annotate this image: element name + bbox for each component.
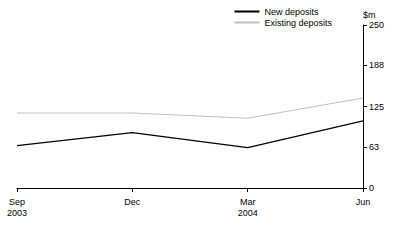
svg-text:0: 0 bbox=[369, 183, 374, 193]
svg-text:2004: 2004 bbox=[238, 208, 258, 218]
svg-text:Jun: Jun bbox=[356, 197, 371, 207]
svg-text:63: 63 bbox=[369, 142, 379, 152]
svg-text:Existing deposits: Existing deposits bbox=[264, 18, 332, 28]
svg-text:2003: 2003 bbox=[7, 208, 27, 218]
svg-text:Dec: Dec bbox=[124, 197, 141, 207]
svg-text:125: 125 bbox=[369, 102, 384, 112]
svg-text:$m: $m bbox=[363, 10, 376, 20]
svg-text:New deposits: New deposits bbox=[264, 7, 319, 17]
svg-text:Mar: Mar bbox=[240, 197, 256, 207]
svg-text:188: 188 bbox=[369, 60, 384, 70]
svg-text:Sep: Sep bbox=[9, 197, 25, 207]
svg-text:250: 250 bbox=[369, 20, 384, 30]
